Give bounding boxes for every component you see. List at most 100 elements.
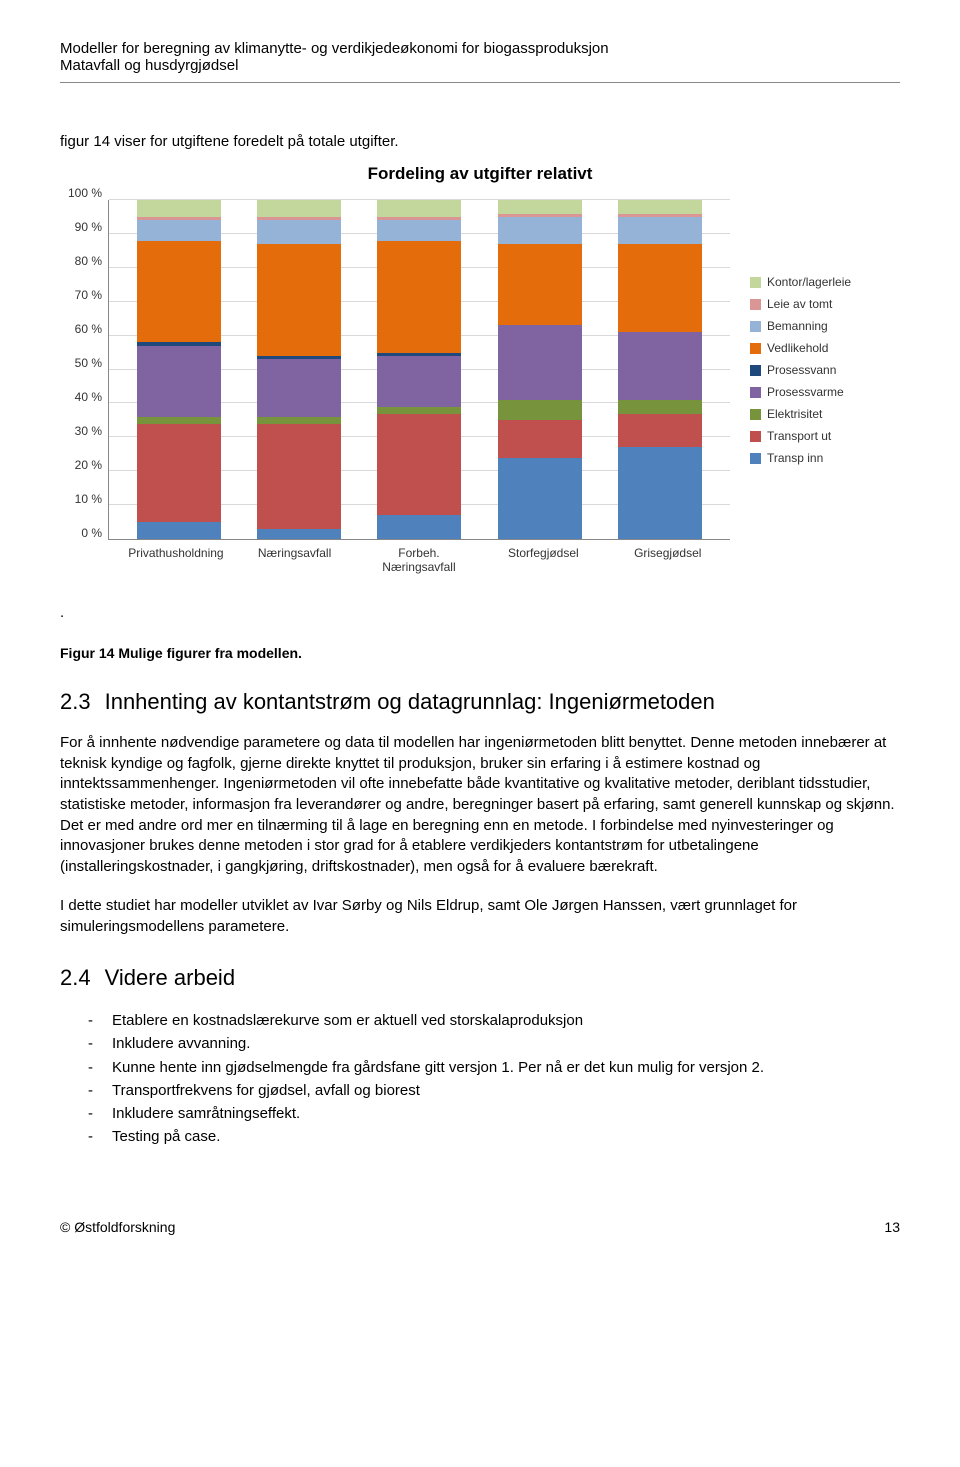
section-number: 2.4	[60, 965, 91, 991]
bar-segment	[498, 244, 582, 325]
bar-segment	[257, 244, 341, 356]
bar-segment	[137, 424, 221, 522]
section-2-4-heading: 2.4 Videre arbeid	[60, 965, 900, 991]
bar-segment	[137, 346, 221, 417]
legend-label: Prosessvann	[767, 363, 836, 377]
x-tick-label: Næringsavfall	[253, 546, 337, 574]
chart-legend: Kontor/lagerleie Leie av tomt Bemanning Ved…	[730, 200, 900, 540]
bar-column	[498, 200, 582, 539]
bar-segment	[377, 407, 461, 414]
legend-swatch	[750, 343, 761, 354]
legend-swatch	[750, 387, 761, 398]
legend-label: Bemanning	[767, 319, 828, 333]
bar-segment	[618, 332, 702, 400]
bar-segment	[377, 414, 461, 516]
section-2-3-heading: 2.3 Innhenting av kontantstrøm og datagru…	[60, 689, 900, 715]
legend-label: Transport ut	[767, 429, 831, 443]
legend-label: Kontor/lagerleie	[767, 275, 851, 289]
list-item: Testing på case.	[88, 1125, 900, 1148]
x-tick-label: Privathusholdning	[128, 546, 212, 574]
legend-swatch	[750, 431, 761, 442]
legend-item: Elektrisitet	[750, 407, 900, 421]
legend-item: Transport ut	[750, 429, 900, 443]
x-tick-label: Storfegjødsel	[501, 546, 585, 574]
bar-segment	[137, 241, 221, 343]
bar-segment	[618, 217, 702, 244]
chart-x-axis: PrivathusholdningNæringsavfallForbeh.Nær…	[108, 546, 730, 574]
figure-caption: Figur 14 Mulige figurer fra modellen.	[60, 645, 900, 661]
legend-label: Prosessvarme	[767, 385, 844, 399]
page-footer: © Østfoldforskning 13	[60, 1219, 900, 1235]
list-item: Etablere en kostnadslærekurve som er akt…	[88, 1009, 900, 1032]
bar-segment	[257, 200, 341, 217]
section-number: 2.3	[60, 689, 91, 715]
legend-swatch	[750, 277, 761, 288]
bar-segment	[257, 359, 341, 417]
bar-segment	[498, 458, 582, 539]
bar-segment	[137, 417, 221, 424]
legend-item: Prosessvann	[750, 363, 900, 377]
page-header: Modeller for beregning av klimanytte- og…	[60, 40, 900, 74]
bar-segment	[257, 417, 341, 424]
x-tick-label: Grisegjødsel	[626, 546, 710, 574]
footer-page-number: 13	[884, 1219, 900, 1235]
bar-segment	[377, 515, 461, 539]
chart-plot-area	[108, 200, 730, 540]
legend-swatch	[750, 453, 761, 464]
legend-label: Vedlikehold	[767, 341, 828, 355]
header-title: Modeller for beregning av klimanytte- og…	[60, 40, 900, 57]
dot-marker: .	[60, 604, 900, 621]
bar-segment	[137, 220, 221, 240]
section-title: Videre arbeid	[105, 965, 235, 990]
bar-segment	[498, 400, 582, 420]
bar-segment	[377, 220, 461, 240]
legend-swatch	[750, 321, 761, 332]
list-item: Inkludere avvanning.	[88, 1032, 900, 1055]
legend-item: Prosessvarme	[750, 385, 900, 399]
bar-segment	[377, 200, 461, 217]
bar-segment	[498, 217, 582, 244]
section-2-4-list: Etablere en kostnadslærekurve som er akt…	[60, 1009, 900, 1149]
legend-label: Leie av tomt	[767, 297, 832, 311]
expense-chart: Fordeling av utgifter relativt 100 %90 %…	[60, 164, 900, 574]
bar-segment	[257, 424, 341, 529]
section-2-3-para-2: I dette studiet har modeller utviklet av…	[60, 896, 900, 937]
bar-segment	[137, 200, 221, 217]
legend-swatch	[750, 299, 761, 310]
legend-label: Elektrisitet	[767, 407, 822, 421]
bar-column	[618, 200, 702, 539]
legend-swatch	[750, 365, 761, 376]
bar-column	[377, 200, 461, 539]
legend-item: Bemanning	[750, 319, 900, 333]
bar-segment	[257, 529, 341, 539]
header-rule	[60, 82, 900, 83]
list-item: Transportfrekvens for gjødsel, avfall og…	[88, 1079, 900, 1102]
legend-item: Transp inn	[750, 451, 900, 465]
bar-column	[257, 200, 341, 539]
bar-segment	[618, 200, 702, 214]
header-subtitle: Matavfall og husdyrgjødsel	[60, 57, 900, 74]
chart-title: Fordeling av utgifter relativt	[60, 164, 900, 184]
bar-segment	[498, 325, 582, 400]
bar-segment	[137, 522, 221, 539]
bar-segment	[618, 400, 702, 414]
bar-segment	[498, 200, 582, 214]
bar-segment	[257, 220, 341, 244]
legend-item: Leie av tomt	[750, 297, 900, 311]
bar-segment	[377, 241, 461, 353]
legend-swatch	[750, 409, 761, 420]
bar-segment	[618, 447, 702, 539]
chart-y-axis: 100 %90 %80 %70 %60 %50 %40 %30 %20 %10 …	[60, 200, 108, 540]
section-title: Innhenting av kontantstrøm og datagrunnl…	[105, 689, 715, 714]
bar-segment	[498, 420, 582, 457]
section-2-3-para-1: For å innhente nødvendige parametere og …	[60, 733, 900, 878]
legend-item: Kontor/lagerleie	[750, 275, 900, 289]
footer-left: © Østfoldforskning	[60, 1219, 175, 1235]
legend-label: Transp inn	[767, 451, 823, 465]
list-item: Inkludere samråtningseffekt.	[88, 1102, 900, 1125]
bar-column	[137, 200, 221, 539]
bar-segment	[377, 356, 461, 407]
list-item: Kunne hente inn gjødselmengde fra gårdsf…	[88, 1056, 900, 1079]
intro-text: figur 14 viser for utgiftene foredelt på…	[60, 133, 900, 150]
bar-segment	[618, 244, 702, 332]
